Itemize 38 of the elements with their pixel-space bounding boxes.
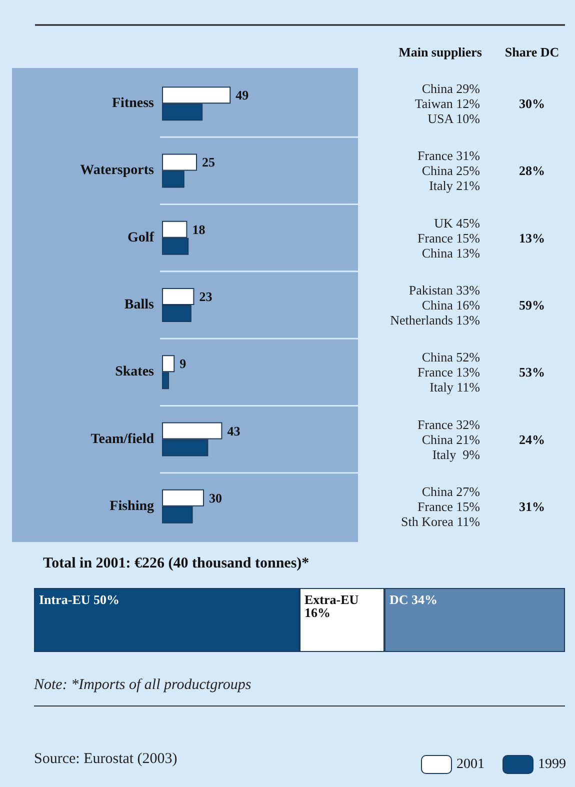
data-label: Extra-EU 16%: [304, 592, 360, 620]
legend-label: 2001: [456, 757, 484, 772]
data-label: 18: [192, 222, 206, 237]
text: 30%: [519, 96, 545, 112]
data-label: 23: [199, 289, 213, 304]
text: Pakistan 33% China 16% Netherlands 13%: [390, 282, 480, 328]
y-tick-label: Fitness: [112, 96, 155, 112]
text: Note: *Imports of all productgroups: [33, 677, 252, 693]
text: 53%: [519, 364, 545, 380]
y-tick-label: Golf: [128, 230, 154, 246]
text: Main suppliers: [398, 44, 482, 60]
text: 24%: [519, 432, 545, 447]
source-note: Source: Eurostat (2003): [34, 751, 178, 767]
text: UK 45% France 15% China 13%: [418, 215, 480, 260]
y-tick-label: Fishing: [110, 498, 154, 514]
legend-label: 1999: [538, 757, 566, 772]
data-label: 25: [202, 154, 216, 170]
text: France 31% China 25% Italy 21%: [418, 148, 480, 194]
text: 28%: [519, 163, 545, 178]
text: 59%: [519, 298, 545, 312]
text: 31%: [519, 498, 545, 514]
text: China 29% Taiwan 12% USA 10%: [414, 81, 480, 126]
y-tick-label: Watersports: [80, 163, 155, 178]
data-label: 43: [227, 423, 241, 438]
y-tick-label: Skates: [115, 364, 155, 380]
text: 13%: [519, 230, 545, 246]
y-tick-label: Team/field: [90, 432, 154, 447]
text: France 32% China 21% Italy 9%: [418, 416, 480, 462]
text: Share DC: [504, 44, 560, 60]
data-label: Intra-EU 50%: [39, 592, 120, 607]
text: China 27% France 15% Sth Korea 11%: [401, 484, 480, 529]
data-label: 49: [236, 88, 250, 103]
y-tick-label: Balls: [124, 298, 155, 312]
chart-title: Total in 2001: €226 (40 thousand tonnes)*: [43, 556, 310, 572]
data-label: DC 34%: [389, 592, 438, 607]
data-label: 9: [180, 356, 187, 372]
data-label: 30: [209, 490, 222, 506]
text: China 52% France 13% Italy 11%: [418, 350, 480, 395]
